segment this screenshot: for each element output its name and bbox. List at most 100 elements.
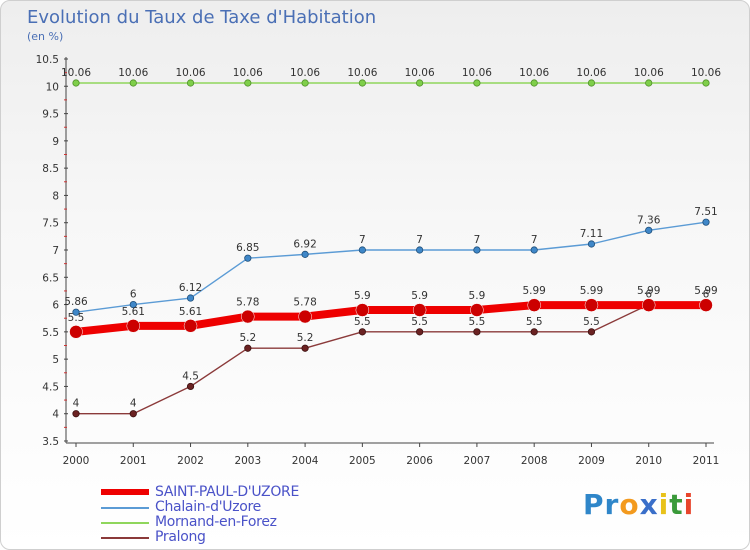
data-point (702, 218, 710, 226)
data-point (358, 328, 366, 336)
data-label: 5.78 (293, 297, 316, 309)
data-point (416, 246, 424, 254)
data-point (587, 328, 596, 336)
data-label: 5.99 (580, 285, 603, 297)
y-tick-label: 5.5 (42, 327, 59, 339)
x-tick-label: 2009 (578, 455, 605, 467)
y-tick-label: 10.5 (36, 54, 59, 66)
logo-letter: P (583, 488, 605, 521)
data-point (72, 308, 80, 316)
data-point (641, 298, 656, 312)
data-point (699, 298, 713, 312)
series-line (75, 301, 706, 336)
data-point (129, 410, 137, 418)
y-tick-label: 3.5 (42, 436, 59, 448)
legend-item: Chalain-d'Uzore (101, 499, 361, 515)
data-label: 5.5 (68, 312, 85, 324)
series-line (75, 221, 707, 313)
data-point (186, 382, 195, 391)
data-label: 5.61 (179, 306, 202, 318)
x-tick-label: 2007 (464, 455, 491, 467)
data-label: 7 (474, 234, 481, 246)
data-label: 10.06 (462, 67, 492, 79)
data-label: 5.99 (694, 285, 717, 297)
data-point (473, 328, 481, 336)
data-point (301, 79, 309, 87)
y-tick-label: 6 (52, 300, 59, 312)
legend: SAINT-PAUL-D'UZORE Chalain-d'Uzore Morna… (101, 484, 361, 545)
logo-letter: o (619, 488, 640, 521)
data-label: 6.92 (293, 238, 316, 250)
y-tick-label: 4.5 (42, 381, 59, 393)
data-point (244, 79, 252, 87)
data-label: 6 (703, 289, 710, 301)
data-point (587, 79, 596, 87)
legend-label-mornand: Mornand-en-Forez (155, 514, 277, 530)
data-point (301, 344, 309, 352)
data-label: 5.78 (236, 297, 259, 309)
data-point (527, 298, 541, 312)
data-label: 10.06 (519, 67, 549, 79)
data-label: 10.06 (176, 67, 206, 79)
data-label: 4 (73, 398, 80, 410)
data-point (72, 410, 80, 418)
data-label: 5.9 (411, 290, 428, 302)
data-point (241, 309, 255, 324)
x-tick-label: 2011 (693, 455, 720, 467)
data-point (72, 79, 80, 87)
data-point (584, 298, 599, 312)
data-point (358, 246, 366, 254)
chart-title: Evolution du Taux de Taxe d'Habitation (27, 7, 377, 28)
data-label: 5.5 (354, 316, 371, 328)
data-label: 5.9 (354, 290, 371, 302)
legend-label-pralong: Pralong (155, 529, 206, 545)
data-label: 6 (130, 289, 137, 301)
x-tick-label: 2000 (63, 455, 90, 467)
data-point (645, 79, 653, 87)
data-label: 10.06 (118, 67, 148, 79)
legend-swatch-saint-paul (101, 489, 149, 495)
x-tick-label: 2001 (120, 455, 147, 467)
data-point (129, 300, 137, 309)
data-label: 5.5 (583, 316, 600, 328)
legend-item: Mornand-en-Forez (101, 514, 361, 530)
y-tick-label: 8.5 (42, 163, 59, 175)
data-point (183, 319, 198, 333)
y-tick-label: 7.5 (42, 218, 59, 230)
data-point (301, 250, 309, 258)
data-point (244, 344, 252, 352)
data-point (473, 246, 481, 254)
data-label: 10.06 (405, 67, 435, 79)
logo-letter: i (658, 488, 670, 521)
data-label: 10.06 (576, 67, 606, 79)
data-point (358, 79, 366, 87)
y-tick-label: 4 (52, 409, 59, 421)
data-label: 5.9 (469, 290, 486, 302)
data-label: 5.99 (522, 285, 545, 297)
data-label: 7.51 (694, 206, 717, 218)
data-point (412, 303, 427, 317)
logo-letter: r (604, 488, 620, 521)
data-label: 5.86 (64, 296, 88, 308)
data-point (470, 303, 484, 317)
data-label: 4 (130, 398, 137, 410)
data-point (530, 79, 538, 87)
logo-letter: x (639, 488, 659, 521)
data-point (416, 328, 424, 336)
data-label: 7 (531, 234, 538, 246)
x-tick-label: 2004 (292, 455, 319, 467)
data-point (645, 226, 653, 234)
x-tick-label: 2003 (234, 455, 261, 467)
data-point (126, 319, 141, 333)
data-point (473, 79, 481, 87)
x-tick-label: 2005 (349, 455, 376, 467)
data-label: 5.5 (469, 316, 486, 328)
data-label: 5.2 (297, 332, 314, 344)
data-label: 10.06 (634, 67, 664, 79)
data-point (186, 79, 195, 87)
x-tick-label: 2010 (635, 455, 662, 467)
data-label: 6.12 (179, 282, 202, 294)
legend-swatch-pralong (101, 537, 149, 539)
chart-subtitle: (en %) (27, 30, 64, 43)
